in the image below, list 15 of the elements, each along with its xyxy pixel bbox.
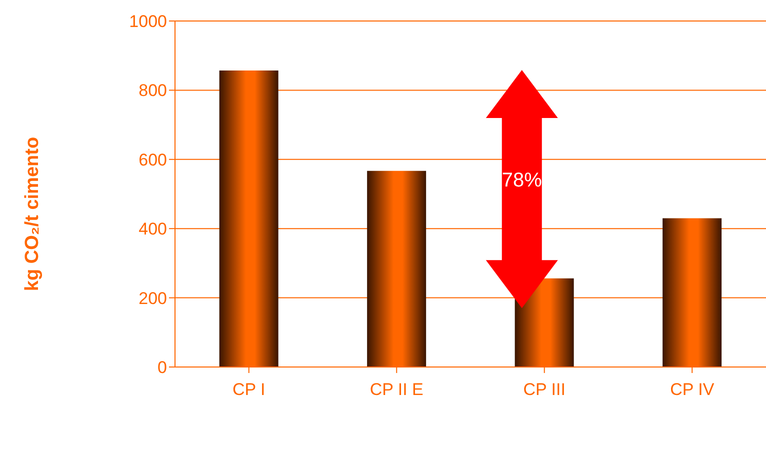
y-tick-label: 1000 [129, 12, 167, 32]
y-tick-label: 800 [138, 81, 167, 100]
y-tick-label: 400 [138, 220, 167, 239]
bar [662, 218, 722, 367]
x-tick-label: CP I [232, 380, 266, 400]
x-tick-label: CP IV [670, 380, 715, 400]
y-tick-label: 200 [138, 288, 167, 308]
y-tick-label: 0 [158, 358, 167, 378]
y-axis-title: kg CO₂/t cimento [22, 136, 43, 292]
x-tick-label: CP II E [370, 380, 424, 400]
x-tick-label: CP III [523, 380, 566, 400]
bar [367, 170, 426, 367]
y-tick-label: 600 [138, 150, 167, 170]
annotation: 78% [502, 169, 542, 192]
bar [219, 70, 278, 367]
